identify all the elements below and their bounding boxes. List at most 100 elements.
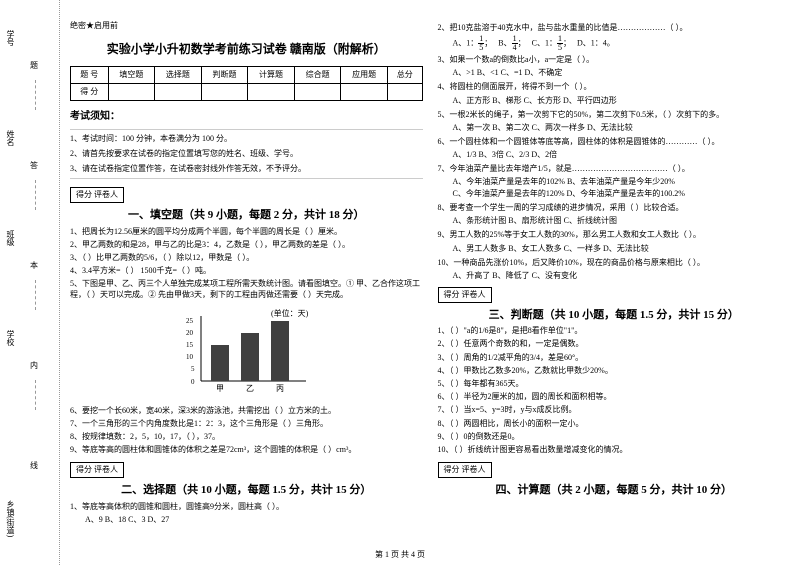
choice-q8: 8、要考查一个学生一周的学习成绩的进步情况，采用（ ）比较合适。 (438, 202, 791, 213)
bar-1 (211, 345, 229, 381)
choice-q4-opts: A、正方形 B、梯形 C、长方形 D、平行四边形 (453, 95, 791, 107)
choice-q8-opts: A、条形统计图 B、扇形统计图 C、折线统计图 (453, 215, 791, 227)
binding-char: 题 (30, 60, 38, 71)
opt-b: B、 (498, 39, 511, 48)
fill-q2: 2、甲乙两数的和是28，甲与乙的比是3：4，乙数是（ ），甲乙两数的差是（ ）。 (70, 239, 423, 250)
section-box: 得分 评卷人 (438, 287, 492, 303)
page: 学号 姓名 班级 学校 乡镇(街道) 题 答 本 内 线 绝密★启用前 实验小学… (0, 0, 800, 565)
ytick: 0 (191, 378, 195, 386)
section-box: 得分 评卷人 (70, 462, 124, 478)
fill-q3: 3、（ ）比甲乙两数的5/6，（ ）除以12，甲数是（ ）。 (70, 252, 423, 263)
score-header-row: 题 号 填空题 选择题 判断题 计算题 综合题 应用题 总分 (71, 67, 423, 84)
ytick: 15 (186, 341, 194, 349)
binding-char: 内 (30, 360, 38, 371)
fill-q1: 1、把周长为12.56厘米的圆平均分成两个半圆，每个半圆的周长是（ ）厘米。 (70, 226, 423, 237)
th: 计算题 (248, 67, 295, 84)
fill-q8: 8、按规律填数：2，5，10，17，（ ），37。 (70, 431, 423, 442)
judge-q4: 4、（ ）甲数比乙数多20%，乙数就比甲数少20%。 (438, 365, 791, 376)
th: 综合题 (294, 67, 341, 84)
choice-q1: 1、等底等高体积的圆锥和圆柱，圆锥高9分米，圆柱高（ ）。 (70, 501, 423, 512)
td (248, 84, 295, 101)
divider (70, 178, 423, 179)
th: 应用题 (341, 67, 388, 84)
section-title-judge: 三、判断题（共 10 小题，每题 1.5 分，共计 15 分） (438, 307, 791, 324)
section-box: 得分 评卷人 (438, 462, 492, 478)
fill-q6: 6、要挖一个长60米，宽40米，深3米的游泳池，共需挖出（ ）立方米的土。 (70, 405, 423, 416)
choice-q9: 9、男工人数的25%等于女工人数的30%，那么男工人数和女工人数比（ ）。 (438, 229, 791, 240)
choice-q3: 3、如果一个数a的倒数比a小，a一定是（ ）。 (438, 54, 791, 65)
choice-q2: 2、把10克盐溶于40克水中，盐与盐水重量的比值是………………（ ）。 (438, 22, 791, 33)
ytick: 10 (186, 353, 194, 361)
notice-item: 2、请首先按要求在试卷的指定位置填写您的姓名、班级、学号。 (70, 148, 423, 160)
th: 选择题 (155, 67, 202, 84)
th: 题 号 (71, 67, 109, 84)
td (108, 84, 155, 101)
section-box: 得分 评卷人 (70, 187, 124, 203)
opt-d: D、1：4。 (577, 39, 615, 48)
notice-title: 考试须知： (70, 109, 423, 124)
choice-q9-opts: A、男工人数多 B、女工人数多 C、一样多 D、无法比较 (453, 243, 791, 255)
section-title-choice: 二、选择题（共 10 小题，每题 1.5 分，共计 15 分） (70, 482, 423, 499)
score-table: 题 号 填空题 选择题 判断题 计算题 综合题 应用题 总分 得 分 (70, 66, 423, 101)
content-columns: 绝密★启用前 实验小学小升初数学考前练习试卷 赣南版（附解析） 题 号 填空题 … (60, 0, 800, 565)
th: 判断题 (201, 67, 248, 84)
td (387, 84, 422, 101)
frac-icon: 15 (478, 35, 484, 52)
fill-q4: 4、3.4平方米=（ ） 1500千克=（ ）吨。 (70, 265, 423, 276)
divider (70, 129, 423, 130)
binding-dash (35, 280, 36, 310)
th: 填空题 (108, 67, 155, 84)
binding-label-class: 班级 (5, 230, 16, 246)
binding-label-name: 姓名 (5, 130, 16, 146)
choice-q4: 4、将圆柱的侧面展开，将得不到一个（ ）。 (438, 81, 791, 92)
binding-dash (35, 380, 36, 410)
binding-dash (35, 80, 36, 110)
judge-q8: 8、（ ）两圆相比，周长小的面积一定小。 (438, 418, 791, 429)
bar-2 (241, 333, 259, 381)
bar-chart: (单位：天) 25 20 15 10 5 0 甲 乙 丙 (70, 306, 423, 400)
choice-q10: 10、一种商品先涨价10%，后又降价10%，现在的商品价格与原来相比（ ）。 (438, 257, 791, 268)
choice-q3-opts: A、>1 B、<1 C、=1 D、不确定 (453, 67, 791, 79)
judge-q5: 5、（ ）每年都有365天。 (438, 378, 791, 389)
choice-q5: 5、一根2米长的绳子，第一次剪下它的50%，第二次剪下0.5米，（ ）次剪下的多… (438, 109, 791, 120)
choice-q7: 7、今年油菜产量比去年增产1/5，就是………………………………（ ）。 (438, 163, 791, 174)
choice-q2-opts: A、1：15； B、14； C、1：15； D、1：4。 (453, 35, 791, 52)
section-title-calc: 四、计算题（共 2 小题，每题 5 分，共计 10 分） (438, 482, 791, 499)
section-title-fill: 一、填空题（共 9 小题，每题 2 分，共计 18 分） (70, 207, 423, 224)
ytick: 5 (191, 365, 195, 373)
exam-title: 实验小学小升初数学考前练习试卷 赣南版（附解析） (70, 40, 423, 58)
opt-c: C、1： (532, 39, 557, 48)
choice-q7-opts: A、今年油菜产量是去年的102% B、去年油菜产量是今年少20% C、今年油菜产… (453, 176, 791, 200)
td (155, 84, 202, 101)
judge-q3: 3、（ ）周角的1/2减平角的3/4，差是60°。 (438, 352, 791, 363)
judge-q10: 10、（ ）折线统计图更容易看出数量增减变化的情况。 (438, 444, 791, 455)
judge-q7: 7、（ ）当x=5、y=3时，y与x成反比例。 (438, 404, 791, 415)
fill-q7: 7、一个三角形的三个内角度数比是1：2：3，这个三角形是（ ）三角形。 (70, 418, 423, 429)
choice-q1-opts: A、9 B、18 C、3 D、27 (85, 514, 423, 526)
choice-q5-opts: A、第一次 B、第二次 C、两次一样多 D、无法比较 (453, 122, 791, 134)
td (294, 84, 341, 101)
choice-q6-opts: A、1/3 B、3倍 C、2/3 D、2倍 (453, 149, 791, 161)
notice-item: 1、考试时间：100 分钟，本卷满分为 100 分。 (70, 133, 423, 145)
left-column: 绝密★启用前 实验小学小升初数学考前练习试卷 赣南版（附解析） 题 号 填空题 … (70, 20, 423, 560)
chart-ylabel: (单位：天) (271, 308, 309, 318)
notice-item: 3、请在试卷指定位置作答，在试卷密封线外作答无效，不予评分。 (70, 163, 423, 175)
frac-icon: 14 (512, 35, 518, 52)
binding-dash (35, 180, 36, 210)
binding-margin: 学号 姓名 班级 学校 乡镇(街道) 题 答 本 内 线 (0, 0, 60, 565)
td (201, 84, 248, 101)
confidential-label: 绝密★启用前 (70, 20, 423, 32)
bar-3 (271, 321, 289, 381)
td (341, 84, 388, 101)
page-footer: 第 1 页 共 4 页 (0, 549, 800, 560)
choice-q6: 6、一个圆柱体和一个圆锥体等底等高，圆柱体的体积是圆锥体的…………（ ）。 (438, 136, 791, 147)
fill-q5: 5、下图是甲、乙、丙三个人单独完成某项工程所需天数统计图。请看图填空。① 甲、乙… (70, 278, 423, 300)
binding-char: 答 (30, 160, 38, 171)
opt-a: A、1： (453, 39, 479, 48)
right-column: 2、把10克盐溶于40克水中，盐与盐水重量的比值是………………（ ）。 A、1：… (438, 20, 791, 560)
binding-label-town: 乡镇(街道) (5, 500, 16, 537)
judge-q2: 2、（ ）任意两个奇数的和，一定是偶数。 (438, 338, 791, 349)
choice-q10-opts: A、升高了 B、降低了 C、没有变化 (453, 270, 791, 282)
binding-char: 线 (30, 460, 38, 471)
judge-q1: 1、（ ）"a的1/6是8"，是把8看作单位"1"。 (438, 325, 791, 336)
